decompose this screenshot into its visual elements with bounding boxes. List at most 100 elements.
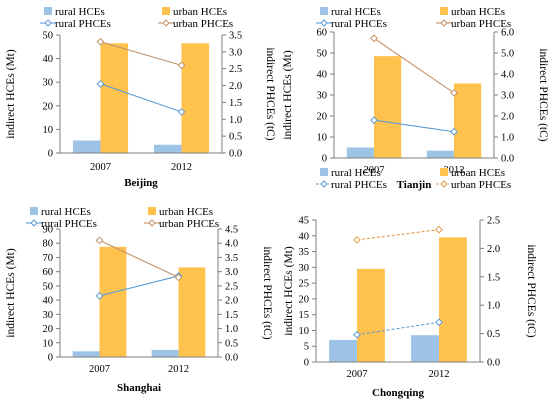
left-axis-label: indirect HCEs (Mt) [283,246,295,336]
bar [374,56,401,158]
bar [154,145,182,153]
right-tick-label: 3.5 [229,31,242,42]
legend-marker [321,181,327,187]
legend-label: urban HCEs [451,6,505,18]
right-tick-label: 0.5 [229,132,242,143]
category-label: 2012 [168,364,189,375]
legend-marker [321,20,327,26]
left-axis-label: indirect HCEs (Mt) [282,50,294,140]
left-tick-label: 10 [299,326,310,337]
right-tick-label: 0.5 [225,338,238,349]
right-axis-label: indirect PHCEs (tC) [264,47,276,140]
legend-marker [31,220,37,226]
left-tick-label: 0 [304,358,309,369]
right-axis-label: indirect PHCEs (tC) [525,244,537,337]
right-tick-label: 3.5 [225,253,238,264]
legend-swatch [148,207,156,215]
left-tick-label: 30 [317,91,328,102]
chart-panel: 0510152025303540450.00.51.01.52.02.52007… [283,167,537,399]
left-tick-label: 30 [299,263,310,274]
panel-title: Chongqing [372,387,424,399]
right-tick-label: 0.0 [225,353,238,364]
right-tick-label: 3.0 [501,91,514,102]
right-tick-label: 2.0 [487,244,500,255]
left-tick-label: 5 [304,342,309,353]
left-tick-label: 40 [299,231,310,242]
bar [411,335,439,362]
right-tick-label: 1.5 [225,310,238,321]
legend-marker [149,220,155,226]
left-tick-label: 10 [317,133,328,144]
bar [329,340,357,362]
left-tick-label: 50 [317,49,328,60]
right-axis-label: indirect PHCEs (tC) [261,246,273,339]
bar [454,83,481,158]
left-tick-label: 45 [299,216,310,227]
left-tick-label: 60 [317,28,328,39]
left-tick-label: 40 [317,70,328,81]
right-tick-label: 4.0 [501,70,514,81]
left-tick-label: 60 [43,267,54,278]
right-tick-label: 2.0 [225,296,238,307]
left-axis-label: indirect HCEs (Mt) [5,248,17,338]
right-tick-label: 1.5 [487,272,500,283]
category-label: 2012 [171,162,192,173]
left-tick-label: 50 [43,281,54,292]
right-tick-label: 4.0 [225,239,238,250]
right-tick-label: 1.0 [225,324,238,335]
left-tick-label: 15 [299,310,310,321]
bar [73,351,100,357]
panel-title: Tianjin [397,179,432,191]
bar [152,350,179,357]
legend: rural HCEs urban HCEs rural PHCEs urban PHC… [40,6,233,30]
panel-title: Beijing [124,177,158,189]
left-tick-label: 0 [48,149,53,160]
bar [357,269,385,362]
legend-label: urban PHCEs [451,179,511,191]
bar [182,43,210,153]
right-tick-label: 3.0 [229,47,242,58]
left-tick-label: 10 [43,125,54,136]
legend-label: urban HCEs [173,6,227,18]
bar [439,237,467,362]
left-tick-label: 40 [43,296,54,307]
series-point [436,226,442,232]
series-line [357,230,439,240]
right-tick-label: 0.0 [487,358,500,369]
legend-label: rural PHCEs [55,18,111,30]
category-label: 2012 [429,369,450,380]
right-tick-label: 0.0 [229,149,242,160]
legend-label: urban PHCEs [173,18,233,30]
bar [73,140,101,153]
right-tick-label: 2.5 [229,64,242,75]
right-tick-label: 1.0 [229,115,242,126]
left-tick-label: 0 [322,154,327,165]
legend-label: urban HCEs [159,206,213,218]
legend-label: rural PHCEs [41,218,97,230]
right-tick-label: 5.0 [501,49,514,60]
left-tick-label: 30 [43,310,54,321]
right-tick-label: 0.5 [487,329,500,340]
legend-swatch [44,7,52,15]
category-label: 2007 [347,369,368,380]
right-tick-label: 0.0 [501,154,514,165]
bar [347,148,374,159]
right-tick-label: 3.0 [225,267,238,278]
left-tick-label: 20 [299,294,310,305]
legend-marker [45,20,51,26]
right-tick-label: 4.5 [225,225,238,236]
series-point [354,237,360,243]
legend: rural HCEs urban HCEs rural PHCEs urban PHC… [316,6,511,30]
series-point [371,35,377,41]
legend: rural HCEs urban HCEs rural PHCEs urban PHC… [26,206,219,230]
left-tick-label: 25 [299,279,310,290]
right-axis-label: indirect PHCEs (tC) [537,48,549,141]
left-tick-label: 80 [43,239,54,250]
legend-label: rural PHCEs [331,18,387,30]
left-tick-label: 0 [48,353,53,364]
chart-panel: 0 10 20 30 40 50 60 70 80 90 0.0 0.5 1.0 1.5 2.0 2.5 3.0… [5,206,273,394]
right-tick-label: 2.0 [501,112,514,123]
legend-label: urban PHCEs [159,218,219,230]
legend-swatch [320,168,328,176]
left-tick-label: 30 [43,78,54,89]
